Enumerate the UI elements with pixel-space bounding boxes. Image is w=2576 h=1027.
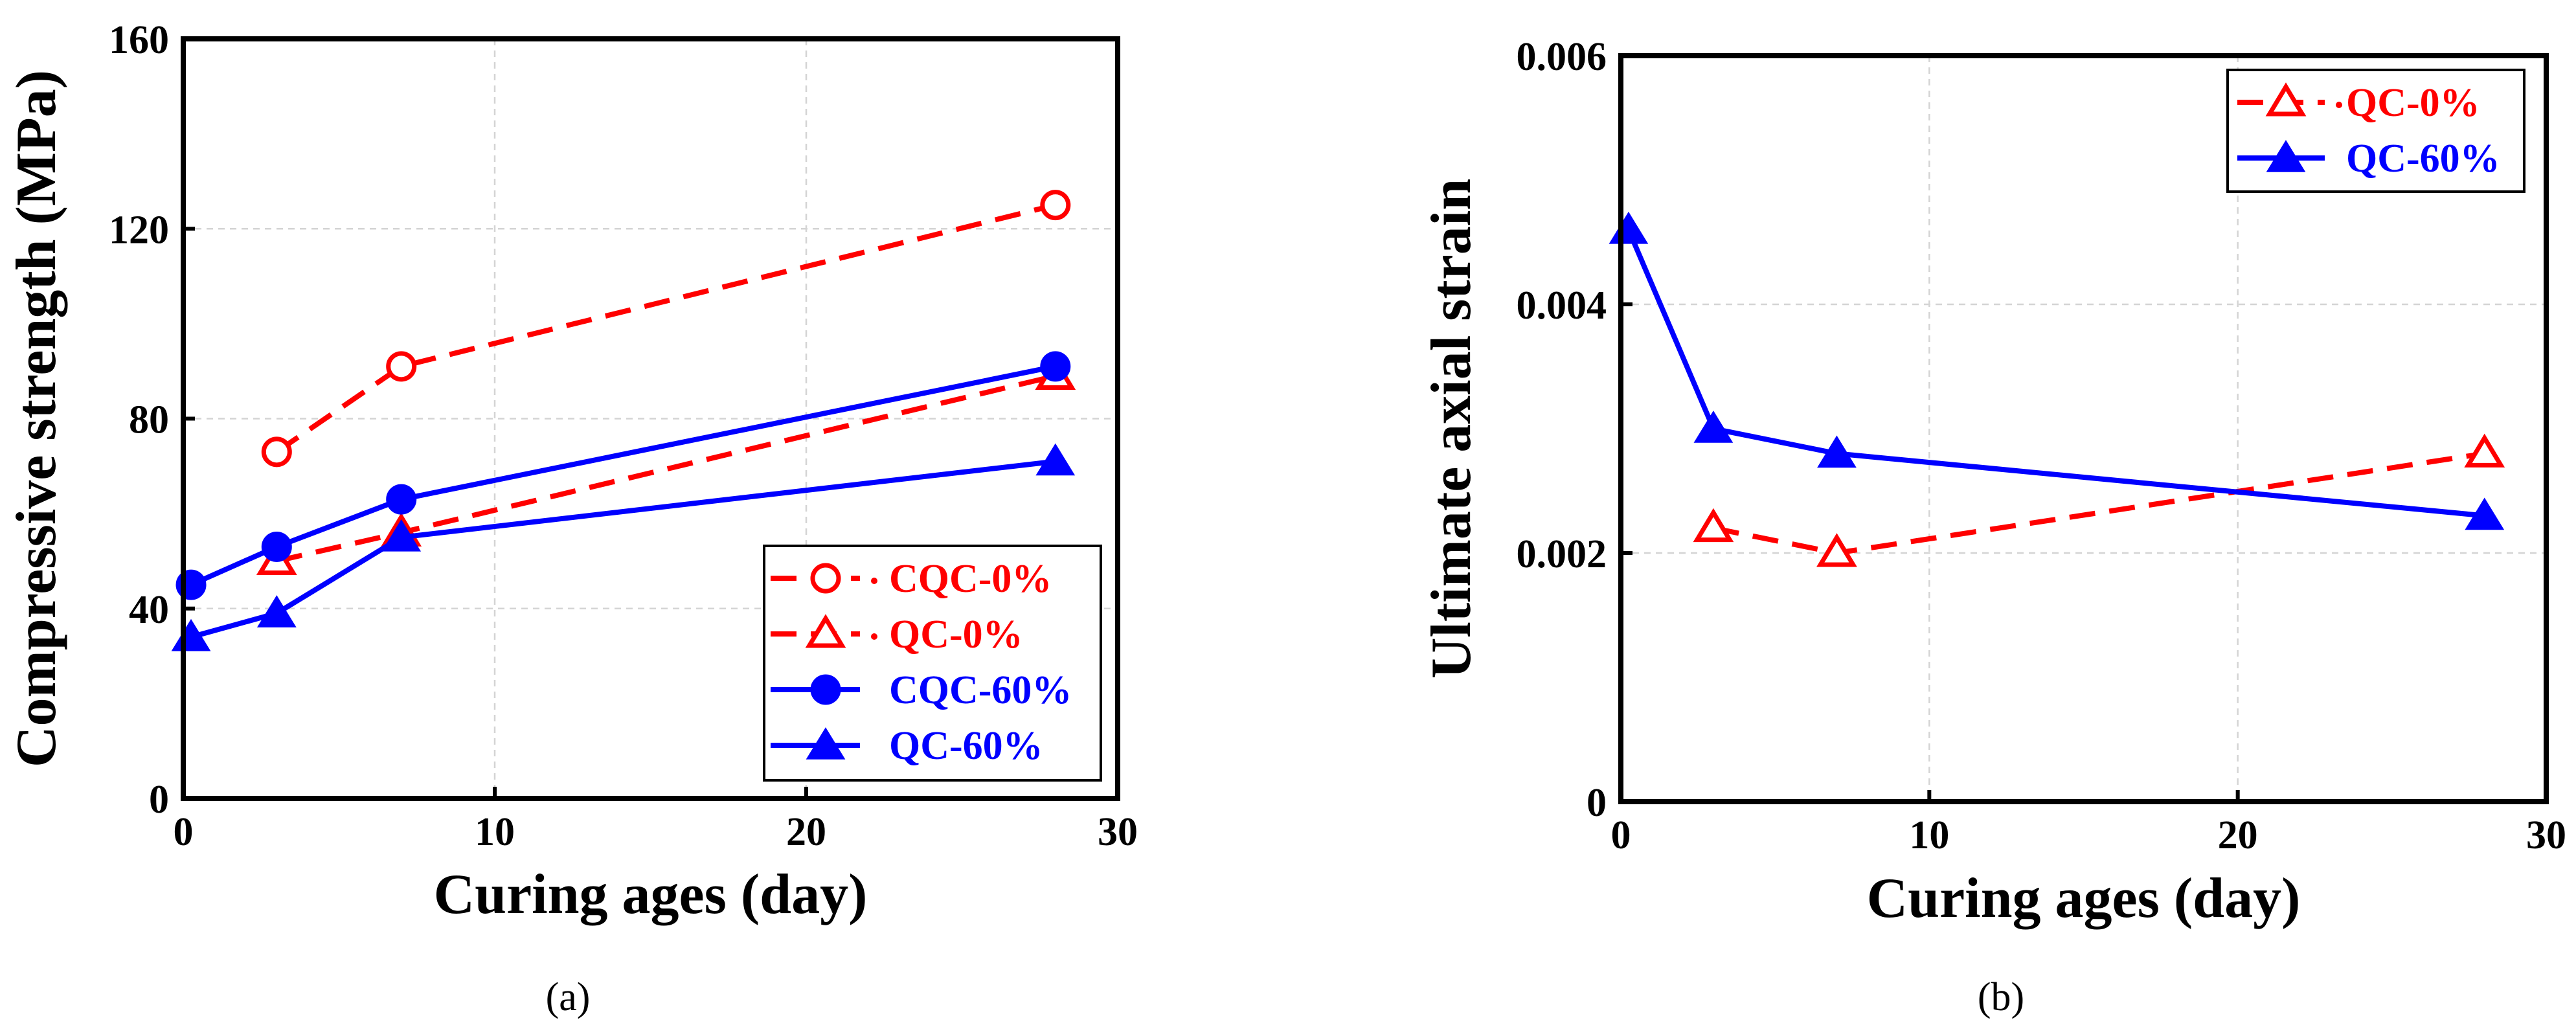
panel-b-label: (b) bbox=[1978, 975, 2024, 1019]
panel-a-legend-dot-1 bbox=[871, 633, 877, 640]
panel-a-xtick-label-2: 20 bbox=[786, 810, 826, 854]
panel-b-legend-label-0: QC-0% bbox=[2346, 81, 2480, 125]
panel-a-legend: CQC-0% QC-0% CQC-60% QC-60% bbox=[763, 545, 1102, 782]
panel-a-xtick-label-0: 0 bbox=[174, 810, 194, 854]
panel-a-xtick-label-3: 30 bbox=[1098, 810, 1138, 854]
panel-b-xtick-label-3: 30 bbox=[2526, 813, 2566, 857]
panel-b-xlabel: Curing ages (day) bbox=[1867, 867, 2301, 930]
panel-b-legend-dot-0 bbox=[2336, 102, 2342, 108]
panel-a-legend-marker-0 bbox=[810, 563, 841, 594]
panel-b-point-0-2 bbox=[2464, 433, 2505, 468]
panel-a-point-3-2 bbox=[381, 519, 422, 552]
panel-a-point-3-1 bbox=[256, 595, 297, 627]
panel-b-ytick-label-0: 0 bbox=[1587, 781, 1607, 825]
panel-a-ylabel: Compressive strength (MPa) bbox=[5, 70, 68, 767]
panel-a-point-2-2 bbox=[386, 484, 417, 515]
panel-b-point-1-3 bbox=[2465, 497, 2505, 530]
panel-a-xtick-label-1: 10 bbox=[475, 810, 515, 854]
panel-b-series-line-1 bbox=[1626, 229, 2485, 519]
panel-a-plot-frame bbox=[181, 36, 1120, 801]
panel-b-xtick-label-2: 20 bbox=[2218, 813, 2258, 857]
panel-b-ytick-label-1: 0.002 bbox=[1517, 532, 1607, 576]
panel-a-ytick-label-1: 40 bbox=[129, 588, 169, 632]
panel-a-point-0-1 bbox=[386, 351, 417, 382]
panel-b-xtick-label-0: 0 bbox=[1611, 813, 1631, 857]
panel-a-point-3-3 bbox=[1035, 443, 1076, 476]
panel-b-chart: (b) 0 10 20 30 0 0.002 0.004 0.006 Curing ages (… bbox=[1420, 35, 2566, 1019]
panel-b-point-1-1 bbox=[1693, 411, 1734, 443]
panel-a-point-0-2 bbox=[1040, 190, 1071, 221]
panel-b-plot-frame bbox=[1618, 53, 2549, 804]
panel-b-point-0-0 bbox=[1693, 508, 1734, 543]
panel-b-ytick-label-3: 0.006 bbox=[1517, 35, 1607, 79]
panel-a-legend-marker-1 bbox=[805, 614, 846, 648]
panel-b-xtick-label-1: 10 bbox=[1909, 813, 1949, 857]
panel-a-legend-label-3: QC-60% bbox=[889, 724, 1043, 768]
panel-a-ytick-label-3: 120 bbox=[109, 208, 169, 252]
panel-a-legend-marker-2 bbox=[810, 674, 841, 705]
panel-a-chart: (a) 0 10 20 30 0 40 80 120 160 Curing ages (day) C… bbox=[5, 18, 1138, 1019]
panel-a-legend-label-1: QC-0% bbox=[889, 613, 1023, 657]
panel-a-xlabel: Curing ages (day) bbox=[434, 863, 868, 926]
panel-a-ytick-label-4: 160 bbox=[109, 18, 169, 62]
panel-a-ytick-label-2: 80 bbox=[129, 398, 169, 442]
panel-a-point-0-0 bbox=[261, 436, 292, 468]
panel-a-legend-label-2: CQC-60% bbox=[889, 668, 1072, 712]
panel-a-legend-dot-0 bbox=[871, 578, 877, 584]
panel-a-legend-label-0: CQC-0% bbox=[889, 557, 1052, 601]
panel-b-ylabel: Ultimate axial strain bbox=[1420, 179, 1483, 679]
panel-a-point-2-1 bbox=[261, 531, 292, 562]
panel-a-series-line-2 bbox=[190, 363, 1056, 587]
panel-a-series-line-3 bbox=[190, 458, 1056, 640]
panel-a-point-2-3 bbox=[1040, 351, 1071, 382]
panel-b-legend-marker-0 bbox=[2265, 82, 2307, 117]
panel-a-series-line-0 bbox=[275, 202, 1056, 455]
panel-b-legend: QC-0% QC-60% bbox=[2226, 69, 2525, 193]
panel-b-legend-marker-1 bbox=[2266, 140, 2306, 172]
panel-a-ytick-label-0: 0 bbox=[149, 778, 169, 822]
panel-b-ytick-label-2: 0.004 bbox=[1517, 284, 1607, 328]
panel-b-point-0-1 bbox=[1816, 533, 1857, 567]
panel-b-legend-label-1: QC-60% bbox=[2346, 137, 2500, 181]
panel-b-point-1-0 bbox=[1609, 211, 1649, 244]
panel-a-label: (a) bbox=[546, 975, 591, 1019]
panel-a-legend-marker-3 bbox=[806, 727, 846, 760]
panel-b-point-1-2 bbox=[1817, 435, 1857, 468]
